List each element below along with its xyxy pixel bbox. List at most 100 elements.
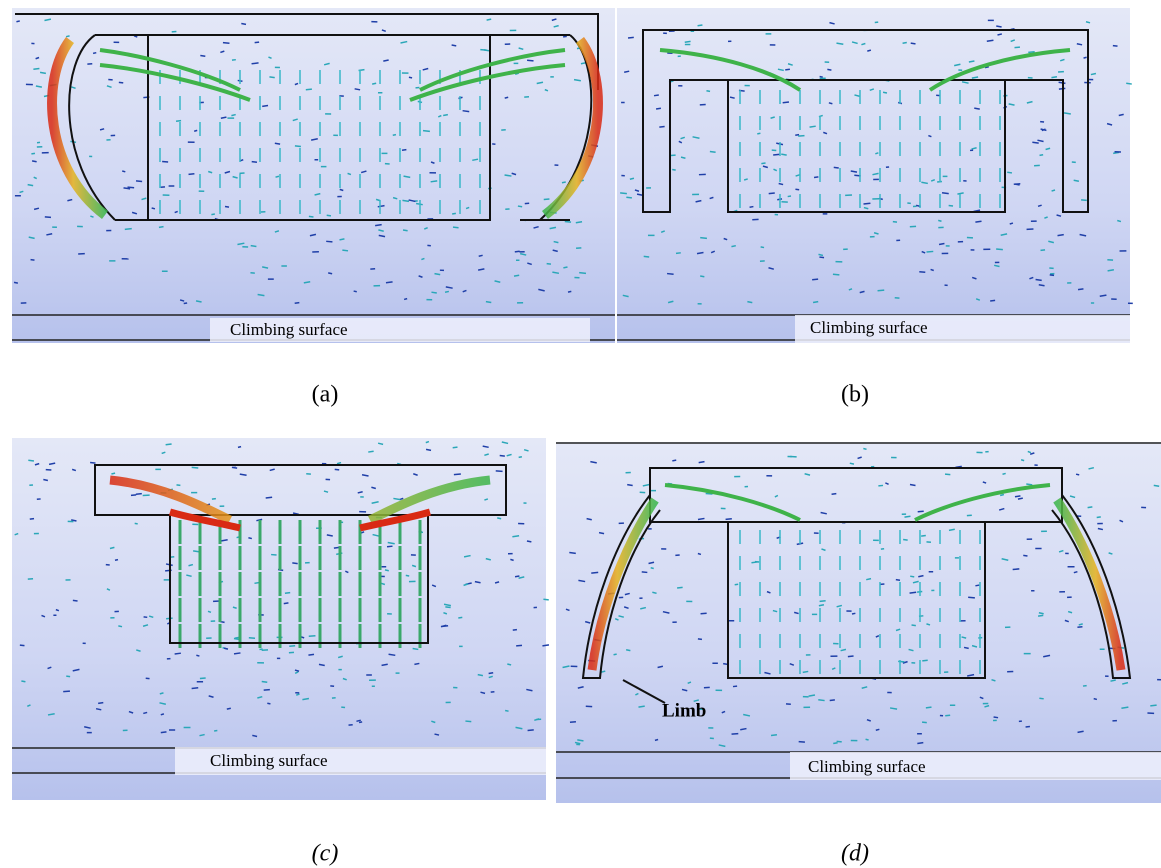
field-arrow [128,710,134,714]
field-arrow [902,660,908,664]
field-arrow [993,716,999,719]
field-arrow [106,85,112,89]
field-arrow [431,720,436,724]
field-arrow [578,579,586,583]
field-arrow [877,289,885,292]
field-arrow [1097,527,1104,531]
field-arrow [798,740,805,743]
field-arrow [533,225,539,229]
field-arrow [634,189,640,192]
field-arrow [292,118,298,122]
field-arrow [930,178,936,182]
field-arrow [820,511,827,515]
field-arrow [1039,697,1044,700]
field-arrow [71,468,77,472]
field-arrow [223,647,229,650]
field-arrow [208,695,214,698]
field-arrow [762,165,769,169]
field-arrow [425,440,430,444]
inner-block [169,514,429,644]
inner-block [727,521,986,679]
field-arrow [770,734,778,737]
field-arrow [684,40,691,43]
field-arrow [323,62,330,66]
field-arrow [1112,44,1118,47]
field-arrow [577,685,584,689]
field-arrow [127,186,135,189]
field-arrow [1150,704,1157,707]
field-arrow [220,50,225,54]
field-arrow [968,596,975,599]
field-arrow [793,611,799,615]
field-arrow [564,220,572,223]
surface-label: Climbing surface [810,318,928,337]
field-arrow [909,483,916,487]
field-arrow [831,492,837,495]
field-arrow [764,671,771,675]
field-arrow [248,537,253,540]
field-arrow [360,170,367,174]
field-arrow [269,468,275,472]
field-arrow [252,734,258,738]
field-arrow [408,199,416,203]
field-arrow [231,113,236,117]
field-arrow [431,584,437,588]
field-arrow [659,125,665,128]
field-arrow [333,546,339,549]
field-arrow [567,290,572,293]
flux-band [99,48,251,102]
field-arrow [848,288,853,291]
field-arrow [328,272,333,275]
field-arrow [954,63,961,67]
field-arrow [494,280,501,284]
field-arrow [575,221,583,224]
field-arrow [836,42,844,45]
surface-label: Climbing surface [210,751,328,770]
field-arrow [1009,222,1014,225]
field-arrow [833,166,839,169]
field-arrow [574,741,581,745]
field-arrow [681,688,688,692]
field-arrow [72,668,80,672]
field-arrow [381,29,387,33]
field-arrow [430,180,438,183]
field-arrow [515,726,523,730]
label-box [210,318,590,342]
field-arrow [334,468,340,471]
field-arrow [546,262,552,265]
field-arrow [889,707,898,710]
field-arrow [507,663,512,666]
field-arrow [828,102,833,105]
field-arrow [512,535,520,538]
field-arrow [961,81,969,84]
field-arrow [863,206,869,210]
field-arrow [357,491,363,494]
field-arrow [99,128,105,131]
field-arrow [418,275,423,278]
field-arrow [778,182,784,186]
field-arrow [1063,112,1071,115]
field-arrow [857,456,862,460]
field-arrow [770,116,775,119]
field-arrow [486,18,492,21]
flux-band [409,48,566,102]
field-arrow [504,709,509,712]
field-arrow [48,462,56,466]
field-arrow [35,85,43,88]
flux-band [1053,497,1126,671]
field-arrow [618,615,624,618]
field-arrow [434,733,440,736]
field-arrow [413,473,418,476]
surface-label: Climbing surface [808,757,926,776]
field-arrow [188,563,194,567]
field-arrow [261,680,268,683]
field-arrow [445,606,451,609]
field-arrow [1058,549,1064,553]
field-arrow [451,44,457,47]
field-arrow [220,539,228,542]
field-arrow [926,250,934,253]
field-arrow [1077,288,1084,291]
field-arrow [161,451,166,455]
field-arrow [158,225,164,229]
field-arrow [383,59,389,62]
